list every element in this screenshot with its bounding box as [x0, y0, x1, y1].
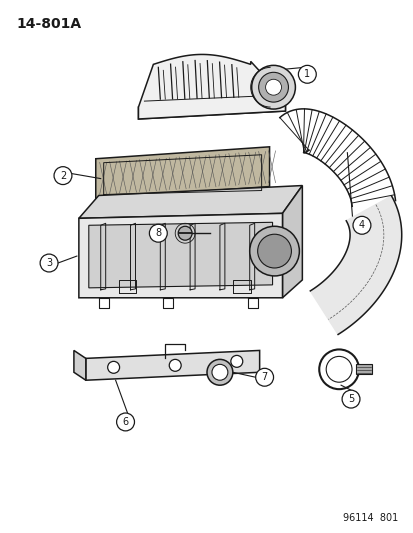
Circle shape [265, 79, 281, 95]
Text: 96114  801: 96114 801 [343, 513, 398, 523]
Text: 1: 1 [304, 69, 310, 79]
Circle shape [107, 361, 119, 373]
Polygon shape [282, 185, 301, 298]
Circle shape [169, 359, 181, 372]
Circle shape [230, 356, 242, 367]
Text: 14-801A: 14-801A [16, 17, 81, 31]
Circle shape [54, 167, 72, 184]
Circle shape [249, 227, 299, 276]
Text: 7: 7 [261, 372, 267, 382]
Circle shape [206, 359, 232, 385]
Circle shape [116, 413, 134, 431]
Circle shape [325, 357, 351, 382]
Circle shape [258, 72, 288, 102]
Circle shape [211, 365, 227, 380]
Polygon shape [88, 222, 272, 288]
Polygon shape [95, 147, 269, 198]
Circle shape [341, 390, 359, 408]
Circle shape [251, 66, 295, 109]
Circle shape [149, 224, 167, 242]
Bar [355, 365, 371, 374]
Circle shape [40, 254, 58, 272]
Text: 3: 3 [46, 258, 52, 268]
Circle shape [352, 216, 370, 234]
Polygon shape [74, 350, 85, 380]
Text: 5: 5 [347, 394, 353, 404]
Polygon shape [78, 213, 282, 298]
Circle shape [257, 234, 291, 268]
Text: 4: 4 [358, 220, 364, 230]
Circle shape [178, 227, 192, 240]
Text: 2: 2 [60, 171, 66, 181]
Circle shape [255, 368, 273, 386]
Polygon shape [138, 54, 285, 119]
Polygon shape [78, 185, 301, 219]
Text: 6: 6 [122, 417, 128, 427]
Polygon shape [310, 196, 401, 335]
Circle shape [298, 66, 316, 83]
Polygon shape [85, 350, 259, 380]
Text: 8: 8 [155, 228, 161, 238]
Polygon shape [138, 99, 285, 119]
